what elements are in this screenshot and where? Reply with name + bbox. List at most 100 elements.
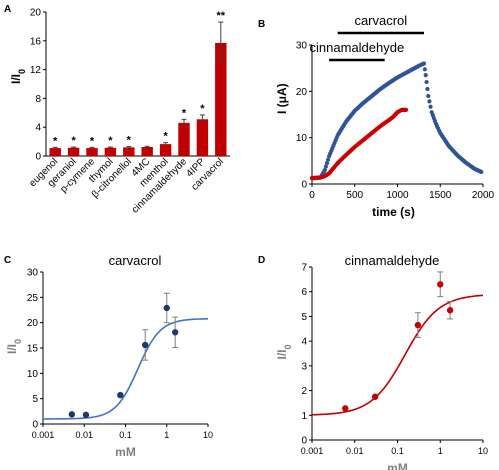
x-tick-label: 2000	[472, 190, 495, 201]
x-tick-label: 10	[478, 446, 488, 456]
panel-b-letter: B	[258, 19, 265, 30]
bar	[104, 147, 117, 156]
significance-star: *	[90, 135, 95, 147]
data-point	[446, 307, 454, 314]
fit-curve	[311, 294, 484, 416]
y-tick-label: 10	[296, 133, 308, 144]
x-tick-label: 1000	[386, 190, 409, 201]
y-tick-label: 10	[27, 369, 39, 380]
y-tick-label: 4	[35, 123, 41, 134]
significance-star: *	[53, 135, 58, 147]
y-tick-label: 30	[296, 41, 308, 52]
x-tick-label: 0.01	[75, 430, 93, 440]
y-tick-label: 7	[301, 263, 307, 274]
trace-point	[325, 157, 331, 162]
y-tick-label: 20	[27, 318, 39, 329]
bar	[178, 122, 190, 156]
x-axis-title: time (s)	[372, 205, 415, 219]
x-tick-label: 0.001	[32, 430, 55, 440]
fit-curve	[43, 318, 209, 420]
x-tick-label: 0.001	[301, 446, 324, 456]
series-trace	[309, 61, 484, 181]
bar	[141, 147, 153, 156]
y-tick-label: 12	[30, 65, 42, 76]
panel-c: C 0 5 10 15 20 25 30 0.001 0.01 0.1 1 10 carvacrol mM…	[4, 253, 213, 459]
significance-star: *	[71, 135, 76, 147]
trace-point	[427, 99, 432, 104]
y-tick-label: 0	[32, 420, 38, 431]
trace-point	[424, 79, 429, 85]
bar	[49, 148, 61, 156]
y-axis-title: I/I0	[275, 344, 293, 359]
data-point	[414, 321, 422, 329]
y-tick-label: 3	[301, 361, 307, 372]
data-point	[141, 341, 149, 349]
y-tick-label: 5	[301, 312, 307, 323]
x-tick-label: 1	[438, 446, 443, 456]
treatment-label: carvacrol	[354, 13, 407, 28]
y-tick-label: 5	[32, 394, 38, 405]
x-axis-title: mM	[115, 445, 136, 459]
trace-point	[421, 61, 427, 66]
significance-star: *	[127, 135, 132, 147]
significance-star: *	[108, 135, 113, 147]
x-tick-label: 0	[309, 190, 315, 201]
panel-b: B 0 10 20 30 0 500 1000 1500 2000 I (μA) time (s) c…	[258, 13, 495, 219]
bar	[86, 148, 98, 156]
y-tick-label: 6	[301, 287, 307, 298]
panel-a-letter: A	[4, 4, 11, 15]
x-tick-label: 1500	[429, 190, 452, 201]
data-point	[82, 411, 90, 419]
plot-title: cinnamaldehyde	[345, 253, 440, 268]
panel-d-letter: D	[258, 255, 265, 266]
trace-point	[422, 67, 427, 72]
y-tick-label: 0	[35, 152, 41, 163]
x-tick-label: 1	[164, 430, 169, 440]
trace-point	[425, 86, 430, 92]
y-axis-title: I (μA)	[275, 83, 289, 114]
data-point	[171, 329, 179, 336]
significance-star: *	[200, 103, 205, 115]
panel-c-letter: C	[4, 255, 11, 266]
x-tick-label: 0.1	[391, 446, 404, 456]
bar	[159, 144, 172, 156]
x-tick-label: 0.01	[346, 446, 364, 456]
bar	[196, 119, 209, 156]
y-tick-label: 30	[27, 268, 39, 279]
y-tick-label: 4	[301, 337, 307, 348]
significance-star: *	[163, 131, 168, 143]
x-tick-label: 0.1	[119, 430, 132, 440]
treatment-label: cinnamaldehyde	[310, 40, 405, 55]
y-tick-label: 0	[301, 180, 307, 191]
y-tick-label: 16	[30, 36, 42, 47]
trace-point	[323, 164, 328, 169]
y-tick-label: 0	[301, 436, 307, 447]
y-tick-label: 20	[296, 87, 308, 98]
series-trace	[309, 107, 409, 181]
trace-point	[428, 104, 433, 109]
y-axis-title: I/I0	[5, 339, 23, 354]
bar	[123, 147, 135, 156]
y-axis-title: I/I0	[9, 69, 27, 84]
trace-point	[426, 93, 431, 99]
data-point	[437, 281, 444, 288]
x-tick-label: 500	[346, 190, 363, 201]
y-tick-label: 20	[30, 8, 42, 19]
bar	[215, 42, 227, 156]
trace-point	[479, 169, 484, 175]
trace-point	[423, 73, 428, 78]
panel-a: A 048121620I/I0*eugenol*geraniol*p-cymen…	[4, 4, 230, 216]
y-tick-label: 8	[35, 94, 41, 105]
y-tick-label: 1	[301, 411, 307, 422]
y-tick-label: 25	[27, 293, 39, 304]
data-point	[342, 405, 349, 412]
bar	[67, 147, 80, 156]
trace-point	[322, 168, 327, 173]
trace-point	[403, 107, 409, 112]
panel-d: D 0 1 2 3 4 5 6 7 0.001 0.01 0.1 1 10 cinnamaldehyde m…	[258, 253, 488, 470]
trace-point	[324, 161, 330, 166]
data-point	[371, 393, 379, 400]
x-axis-title: mM	[387, 461, 408, 470]
data-point	[117, 391, 124, 399]
